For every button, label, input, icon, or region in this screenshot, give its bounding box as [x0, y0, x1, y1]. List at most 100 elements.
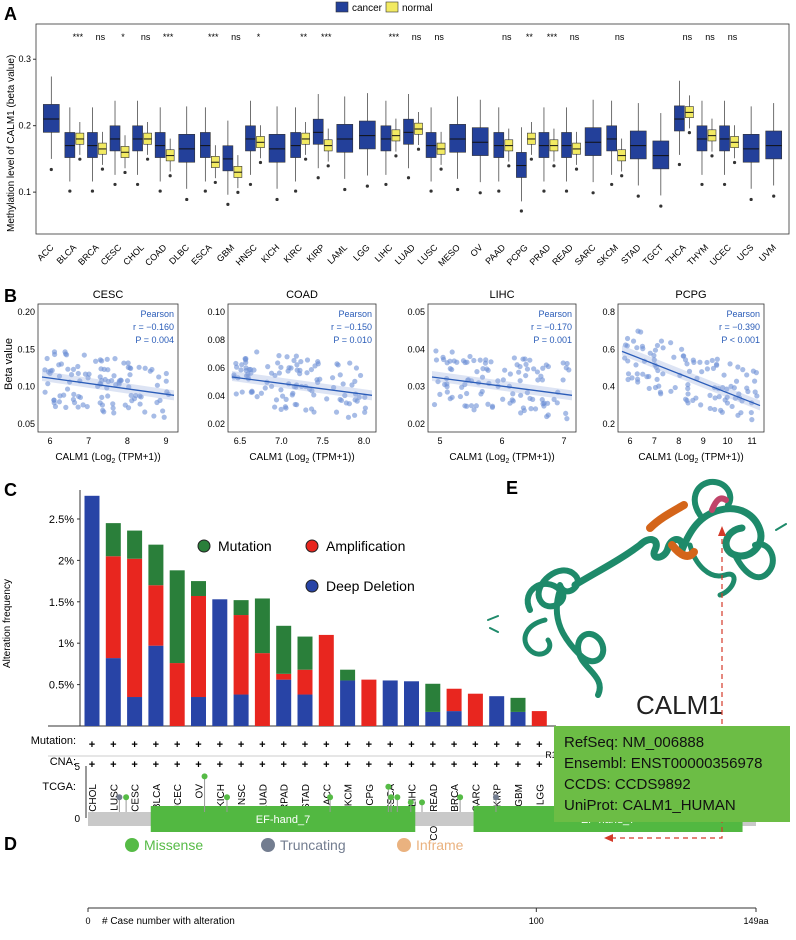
a-significance-label: ns	[728, 32, 738, 42]
panel-b-scatter-plots: CESC Pearson r = −0.160 P = 0.004 0.05 0.10 0.…	[17, 289, 765, 465]
a-cancer-box	[696, 125, 708, 152]
b-stat-r: r = −0.150	[331, 322, 372, 332]
a-significance-label: ns	[412, 32, 422, 42]
b-scatter-point	[684, 361, 690, 367]
a-cancer-box	[765, 130, 783, 160]
b-regression-line	[431, 376, 573, 396]
b-x-tick-label: 6.5	[234, 436, 247, 446]
a-cancer-outlier	[113, 182, 117, 187]
a-cancer-box	[674, 105, 685, 132]
a-cancer-box	[245, 125, 256, 152]
b-scatter-point	[282, 404, 288, 410]
b-scatter-point	[56, 373, 63, 379]
b-scatter-point	[75, 363, 81, 370]
b-stat-p: P = 0.010	[333, 335, 372, 345]
b-scatter-point	[630, 338, 637, 344]
c-bar-amplification	[361, 679, 377, 726]
b-scatter-point	[683, 396, 689, 402]
c-mutation-mark: +	[451, 739, 457, 751]
legend-normal-swatch	[385, 1, 399, 13]
a-significance-label: ns	[96, 32, 106, 42]
b-scatter-point	[639, 343, 646, 349]
b-scatter-point	[58, 361, 65, 367]
b-scatter-point	[163, 378, 169, 384]
a-cancer-box	[312, 118, 324, 145]
b-scatter-point	[500, 377, 506, 383]
c-bar-deep-deletion	[84, 495, 100, 726]
b-scatter-point	[467, 353, 473, 360]
b-scatter-point	[312, 363, 318, 369]
b-scatter-point	[243, 359, 249, 366]
b-scatter-point	[488, 359, 494, 365]
b-scatter-point	[622, 342, 629, 348]
panel-a-plot-frame	[35, 23, 790, 235]
b-scatter-point	[333, 409, 340, 415]
ensembl-entry: Ensembl: ENST00000356978	[564, 755, 763, 772]
b-scatter-point	[635, 379, 641, 385]
a-category-label: LAML	[325, 242, 349, 266]
a-cancer-box	[561, 132, 572, 158]
c-category-label: LIHC	[408, 784, 419, 807]
b-scatter-point	[540, 401, 546, 407]
c-bar-mutation	[233, 600, 249, 616]
b-scatter-point	[137, 401, 143, 407]
b-scatter-point	[704, 359, 710, 366]
b-scatter-point	[625, 371, 632, 377]
b-scatter-point	[633, 362, 639, 368]
b-scatter-point	[640, 371, 646, 377]
b-scatter-point	[84, 403, 90, 410]
a-normal-outlier	[552, 164, 556, 168]
c-mutation-mark: +	[174, 739, 180, 751]
c-mutation-mark: +	[110, 739, 116, 751]
b-scatter-point	[63, 404, 69, 410]
gene-info-box: RefSeq: NM_006888 Ensembl: ENST000003569…	[554, 726, 790, 822]
b-scatter-point	[690, 357, 696, 363]
uniprot-entry: UniProt: CALM1_HUMAN	[564, 797, 736, 814]
b-scatter-point	[544, 400, 551, 406]
b-scatter-point	[727, 361, 733, 367]
c-cna-mark: +	[195, 759, 201, 771]
c-bar-amplification	[318, 634, 334, 726]
b-scatter-point	[554, 400, 560, 406]
b-scatter-point	[105, 393, 111, 399]
a-category-label: CHOL	[121, 242, 146, 267]
b-y-tick-label: 0.8	[602, 307, 615, 317]
a-category-label: LUSC	[415, 242, 439, 266]
a-cancer-box	[87, 132, 98, 158]
b-scatter-point	[128, 365, 134, 372]
a-cancer-outlier	[343, 187, 347, 192]
b-scatter-point	[751, 378, 758, 384]
b-scatter-point	[532, 406, 539, 412]
d-x-axis-title: # Case number with alteration	[102, 916, 235, 927]
b-y-tick-label: 0.4	[602, 382, 615, 392]
b-scatter-point	[459, 384, 465, 390]
c-bar-deep-deletion	[148, 645, 164, 726]
a-significance-label: ns	[434, 32, 444, 42]
b-scatter-point	[507, 371, 513, 377]
a-category-label: PCPG	[505, 242, 530, 267]
a-significance-label: *	[121, 32, 125, 42]
d-domain-label: EF-hand_7	[256, 814, 310, 826]
legend-normal-label: normal	[402, 3, 433, 14]
a-normal-outlier	[145, 157, 150, 161]
b-y-tick-label: 0.02	[207, 419, 225, 429]
b-scatter-point	[294, 367, 300, 373]
a-cancer-outlier	[90, 189, 95, 193]
a-normal-outlier	[304, 157, 308, 161]
c-mutation-mark: +	[259, 739, 265, 751]
b-scatter-point	[71, 391, 77, 398]
b-scatter-point	[125, 360, 131, 366]
c-bar-mutation	[105, 523, 121, 557]
b-scatter-point	[517, 363, 523, 370]
b-scatter-point	[679, 346, 685, 352]
c-y-tick-label: 1.5%	[49, 597, 74, 609]
b-scatter-point	[346, 401, 352, 407]
b-stat-p: P < 0.001	[721, 335, 760, 345]
c-bar-amplification	[446, 688, 462, 712]
b-scatter-point	[744, 385, 750, 391]
b-scatter-point	[644, 374, 650, 380]
a-cancer-box	[538, 132, 550, 158]
b-scatter-point	[462, 403, 468, 409]
c-cna-mark: +	[110, 759, 116, 771]
b-scatter-point	[105, 378, 111, 385]
